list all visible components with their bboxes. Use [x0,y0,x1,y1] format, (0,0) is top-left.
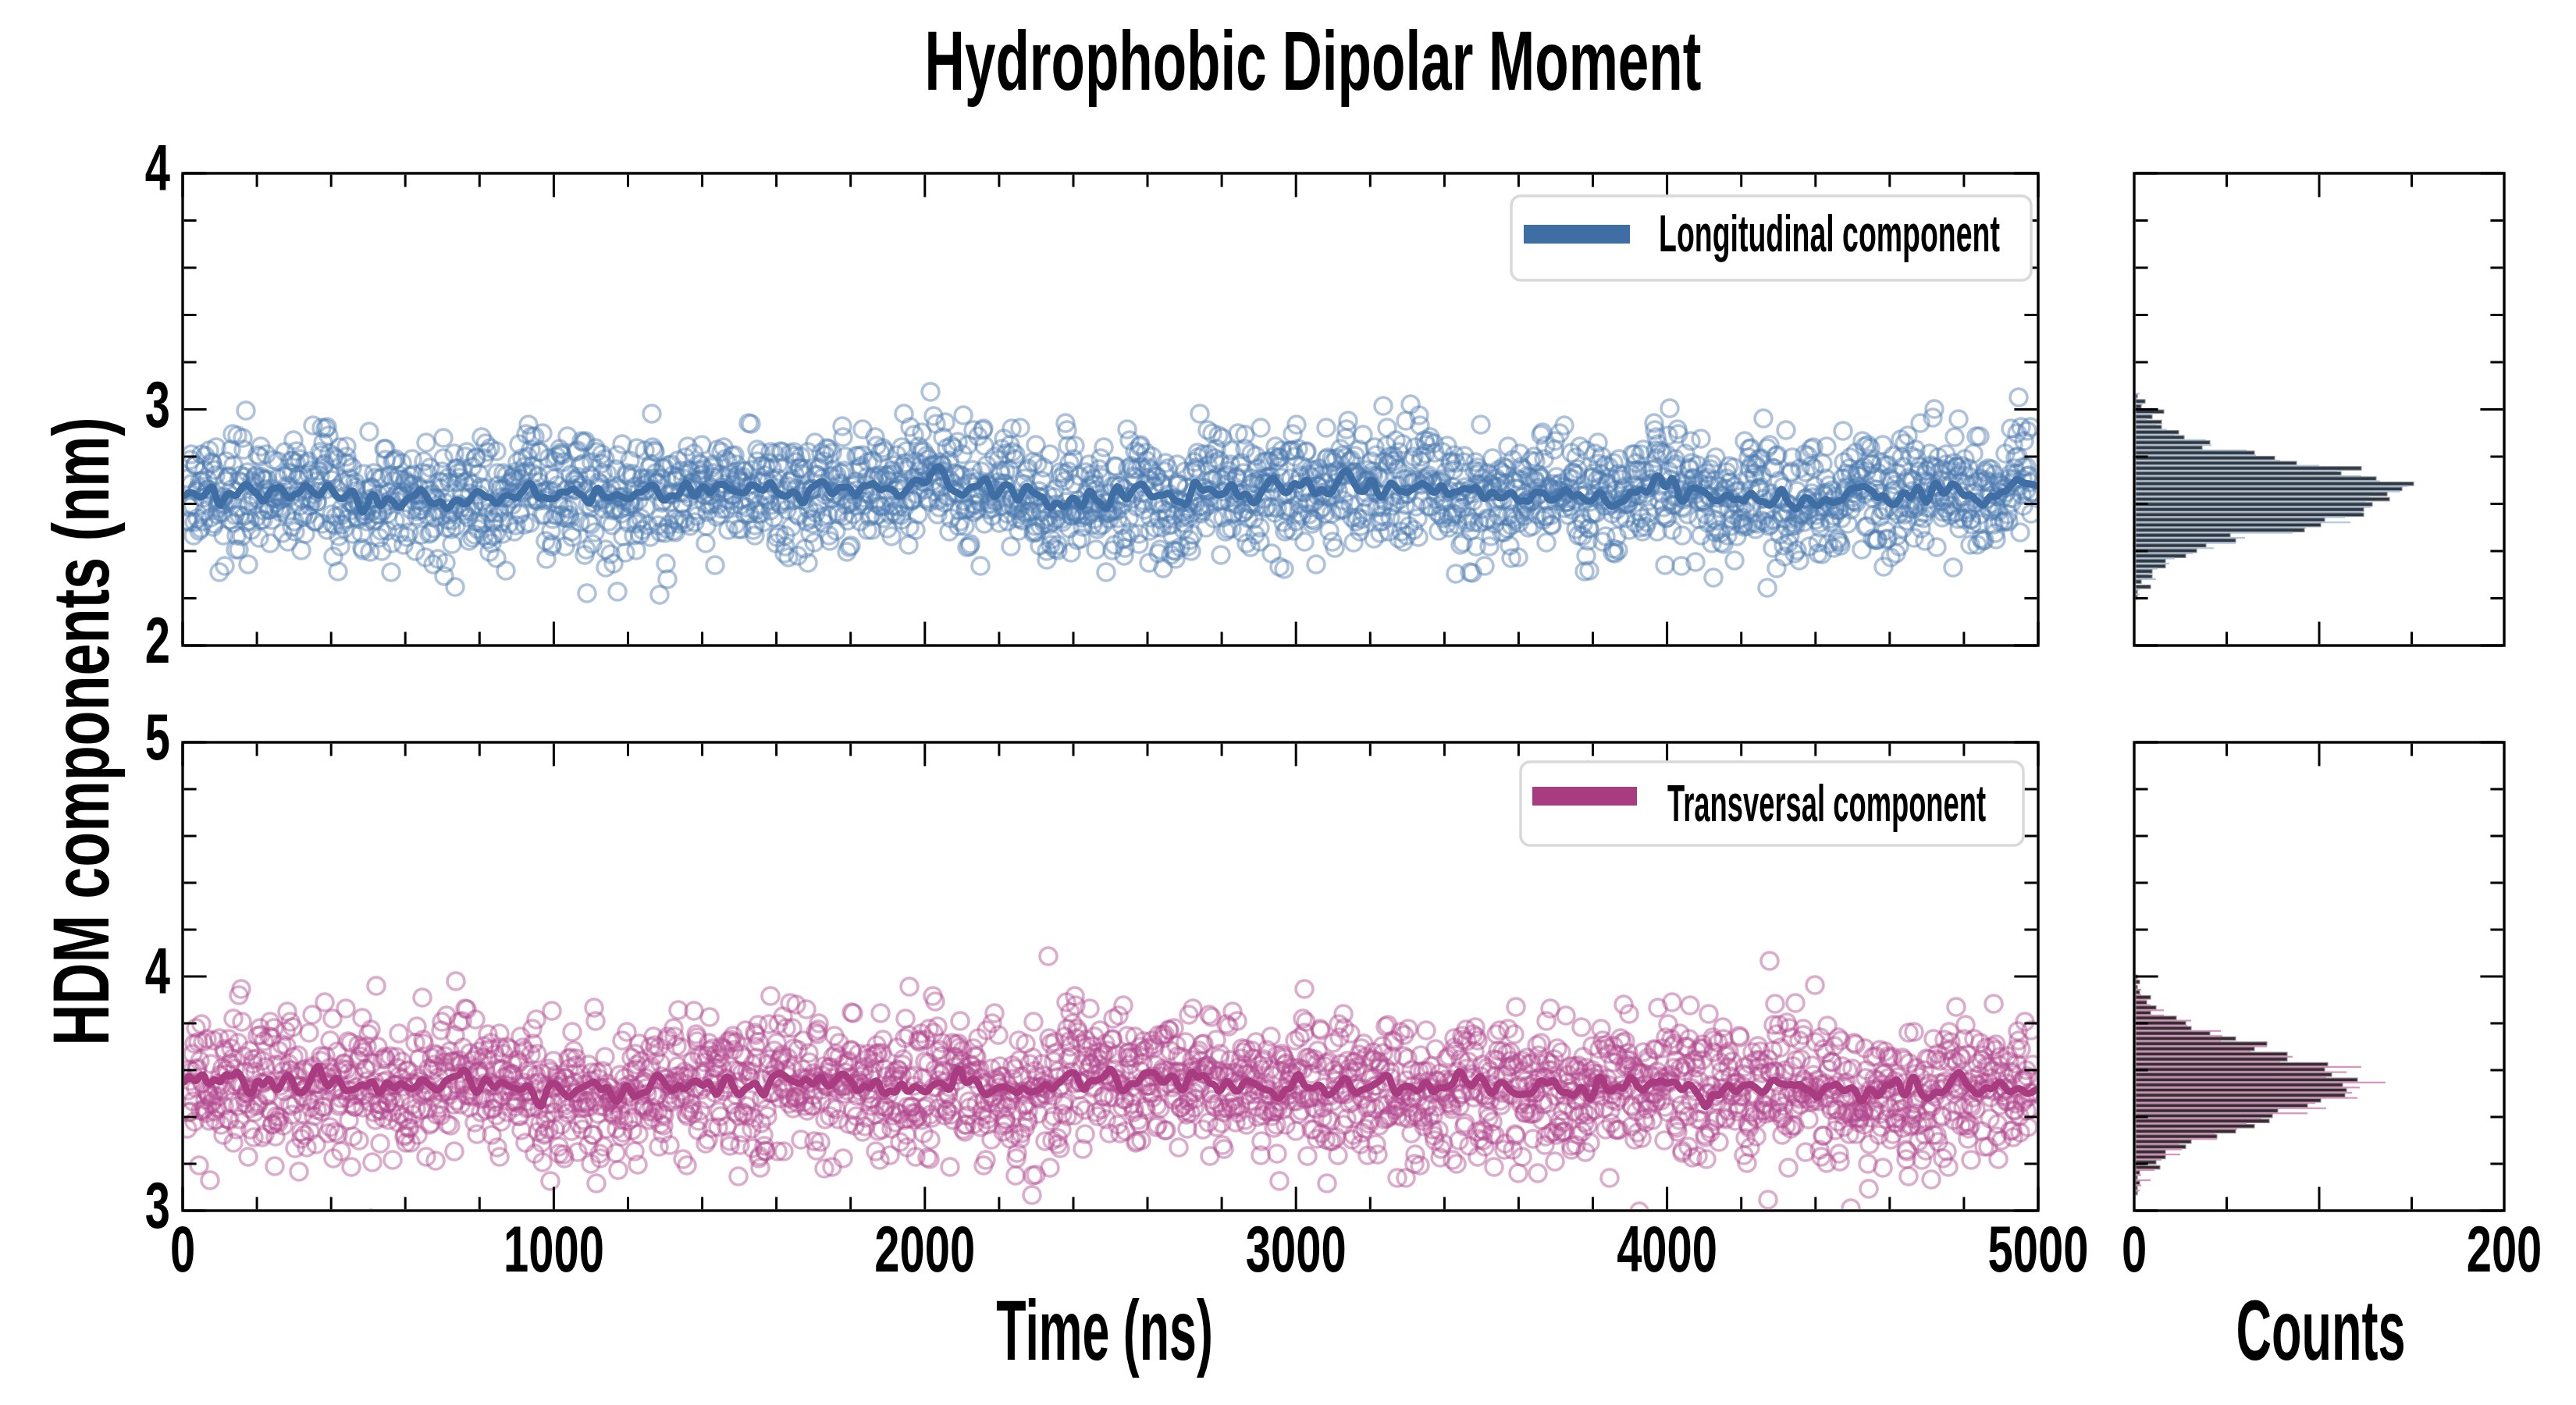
svg-text:3: 3 [145,1168,170,1241]
svg-text:0: 0 [2122,1212,2147,1285]
svg-text:Longitudinal component: Longitudinal component [1659,205,2000,262]
svg-text:3: 3 [145,368,170,440]
svg-text:1000: 1000 [503,1212,604,1285]
svg-text:Time (ns): Time (ns) [996,1282,1213,1378]
svg-text:Counts: Counts [2236,1282,2405,1378]
svg-text:Transversal component: Transversal component [1667,775,1986,832]
svg-text:HDM components (nm): HDM components (nm) [36,417,126,1046]
svg-text:200: 200 [2467,1212,2542,1285]
svg-text:Hydrophobic Dipolar Moment: Hydrophobic Dipolar Moment [925,13,1702,108]
svg-text:0: 0 [170,1212,195,1285]
svg-text:2000: 2000 [874,1212,975,1285]
svg-text:2: 2 [145,603,170,676]
svg-text:3000: 3000 [1246,1212,1347,1285]
svg-text:4: 4 [145,131,170,204]
svg-text:5: 5 [145,700,170,773]
svg-text:4: 4 [145,934,170,1007]
svg-text:5000: 5000 [1988,1212,2089,1285]
svg-text:4000: 4000 [1617,1212,1717,1285]
